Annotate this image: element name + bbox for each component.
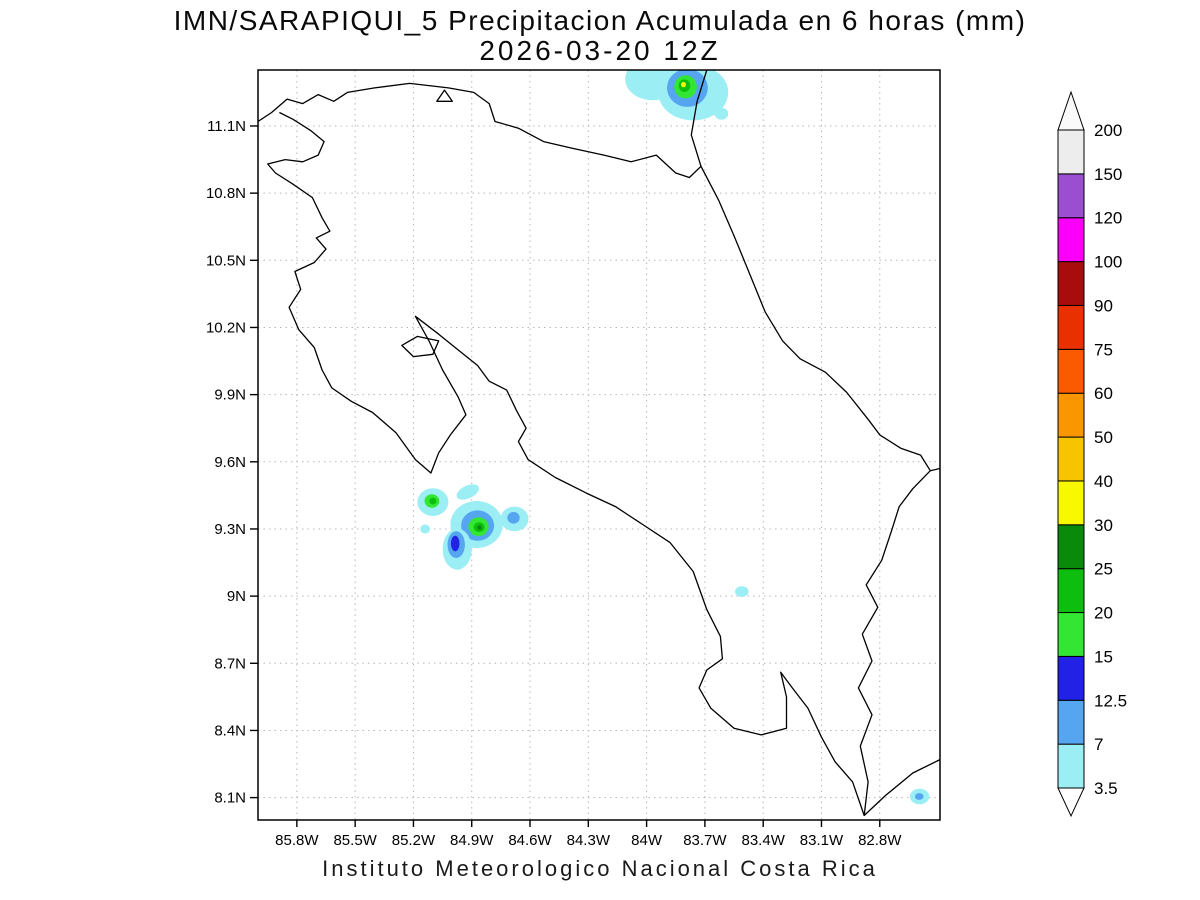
colorbar: 3.5 7 12.5 15 20 25 30 40 50 60 75 90 100 120 150 200	[1057, 90, 1127, 818]
y-tick-label: 10.2N	[206, 319, 246, 336]
colorbar-band	[1057, 304, 1085, 350]
grid-lines	[258, 70, 940, 820]
precip-contour-25	[477, 525, 482, 530]
colorbar-band	[1057, 612, 1085, 657]
colorbar-label: 60	[1094, 384, 1113, 403]
x-tick-label: 85.8W	[275, 832, 319, 849]
colorbar-label: 200	[1094, 121, 1122, 140]
y-tick-label: 10.5N	[206, 252, 246, 269]
precip-contour-3.5	[714, 107, 729, 120]
axis-ticks	[250, 125, 881, 827]
colorbar-band	[1057, 436, 1085, 482]
colorbar-label: 25	[1094, 560, 1113, 579]
x-tick-label: 83.7W	[683, 832, 727, 849]
attribution-text: Instituto Meteorologico Nacional Costa R…	[322, 856, 878, 881]
colorbar-label: 40	[1094, 472, 1113, 491]
y-tick-label: 8.7N	[214, 655, 246, 672]
colorbar-label: 100	[1094, 253, 1122, 272]
colorbar-band	[1057, 655, 1085, 701]
precip-contour-3.5	[735, 586, 749, 597]
lake-island	[436, 89, 453, 102]
colorbar-label: 50	[1094, 428, 1113, 447]
x-tick-label: 85.5W	[333, 832, 377, 849]
colorbar-band	[1057, 699, 1085, 745]
colorbar-label: 12.5	[1094, 691, 1127, 710]
panama-caribbean-exit	[930, 467, 940, 472]
colorbar-arrow-bottom	[1057, 787, 1085, 818]
precip-contour-7	[914, 793, 924, 800]
y-tick-label: 9.9N	[214, 387, 246, 404]
chira-island	[401, 335, 440, 358]
y-tick-label: 10.8N	[206, 185, 246, 202]
precip-contour-20	[429, 497, 437, 505]
colorbar-label: 20	[1094, 604, 1113, 623]
colorbar-arrow-top	[1057, 90, 1085, 131]
coastlines	[258, 70, 940, 817]
x-tick-label: 84.3W	[567, 832, 611, 849]
precip-contour-30	[681, 81, 686, 88]
y-tick-label: 8.4N	[214, 722, 246, 739]
colorbar-band	[1057, 480, 1085, 526]
plot-border	[257, 69, 941, 821]
colorbar-label: 120	[1094, 209, 1122, 228]
x-tick-label: 83.1W	[800, 832, 844, 849]
colorbar-label: 150	[1094, 165, 1122, 184]
pacific-coast	[267, 111, 865, 816]
colorbar-band	[1057, 392, 1085, 438]
colorbar-label: 15	[1094, 647, 1113, 666]
colorbar-band	[1057, 348, 1085, 394]
colorbar-label: 7	[1094, 735, 1103, 754]
y-tick-label: 8.1N	[214, 790, 246, 807]
chart-title: IMN/SARAPIQUI_5 Precipitacion Acumulada …	[173, 5, 1027, 36]
x-tick-label: 84W	[631, 832, 663, 849]
precip-contour-3.5	[420, 524, 430, 534]
colorbar-band	[1057, 743, 1085, 789]
colorbar-band	[1057, 173, 1085, 219]
colorbar-label: 90	[1094, 297, 1113, 316]
caribbean-coast-panama-border	[700, 165, 940, 817]
colorbar-label: 3.5	[1094, 779, 1118, 798]
y-tick-label: 11.1N	[207, 118, 246, 135]
x-tick-label: 84.9W	[450, 832, 494, 849]
axis-labels: 85.8W 85.5W 85.2W 84.9W 84.6W 84.3W 84W 83.7W 83…	[206, 118, 902, 849]
colorbar-band	[1057, 129, 1085, 175]
x-tick-label: 83.4W	[742, 832, 786, 849]
precip-contour-7	[507, 512, 520, 524]
y-tick-label: 9N	[227, 588, 246, 605]
precip-shading	[417, 70, 930, 805]
x-tick-label: 82.8W	[858, 832, 902, 849]
nicaragua-caribbean-coast	[690, 70, 708, 167]
colorbar-band	[1057, 261, 1085, 306]
x-tick-label: 84.6W	[508, 832, 552, 849]
colorbar-band	[1057, 217, 1085, 263]
colorbar-label: 30	[1094, 516, 1113, 535]
precip-contour-12.5	[450, 535, 460, 552]
y-tick-label: 9.3N	[214, 521, 246, 538]
colorbar-band	[1057, 568, 1085, 614]
chart-subtitle: 2026-03-20 12Z	[479, 35, 721, 66]
colorbar-label: 75	[1094, 340, 1113, 359]
y-tick-label: 9.6N	[214, 454, 246, 471]
colorbar-band	[1057, 524, 1085, 570]
x-tick-label: 85.2W	[392, 832, 436, 849]
nicaragua-border-lake-shore	[258, 82, 702, 179]
precip-contour-3.5	[456, 484, 479, 500]
